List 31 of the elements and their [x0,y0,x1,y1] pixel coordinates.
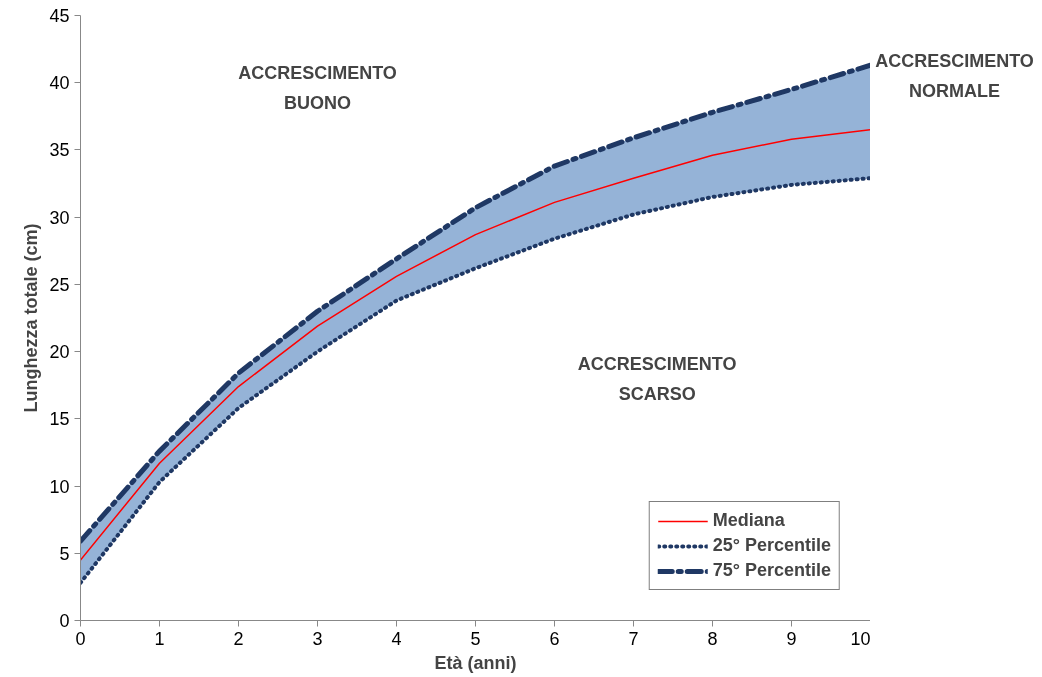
y-tick-label: 35 [49,140,70,161]
text: ACCRESCIMENTO NORMALE [875,51,1034,101]
x-tick-label: 8 [707,628,718,649]
x-tick-label: 10 [850,628,871,649]
x-tick-label: 2 [233,628,244,649]
x-tick-label: 3 [312,628,323,649]
y-tick-label: 20 [49,342,70,363]
annotation: ACCRESCIMENTO BUONO [238,63,397,114]
legend-label: 75° Percentile [712,560,831,581]
y-tick-label: 15 [49,409,70,430]
line-series [80,129,870,561]
y-tick-label: 10 [49,476,70,497]
x-tick-label: 4 [391,628,402,649]
y-tick-label: 30 [49,207,70,228]
y-tick-label: 45 [49,6,70,26]
x-tick-label: 1 [154,628,165,649]
x-tick-label: 6 [549,628,560,649]
x-axis-title: Età (anni) [434,652,517,673]
legend-label: 25° Percentile [712,535,831,556]
x-tick-label: 0 [75,628,86,649]
annotation: ACCRESCIMENTO SCARSO [577,353,737,404]
y-tick-label: 25 [49,274,70,295]
x-tick-label: 9 [786,628,797,649]
y-tick-label: 0 [59,611,70,631]
line-series [80,176,870,585]
y-tick-label: 5 [59,543,70,564]
x-tick-label: 7 [628,628,639,649]
x-tick-label: 5 [470,628,481,649]
y-axis-title: Lunghezza totale (cm) [21,223,42,413]
legend-label: Mediana [712,510,785,531]
y-tick-label: 40 [49,73,70,94]
